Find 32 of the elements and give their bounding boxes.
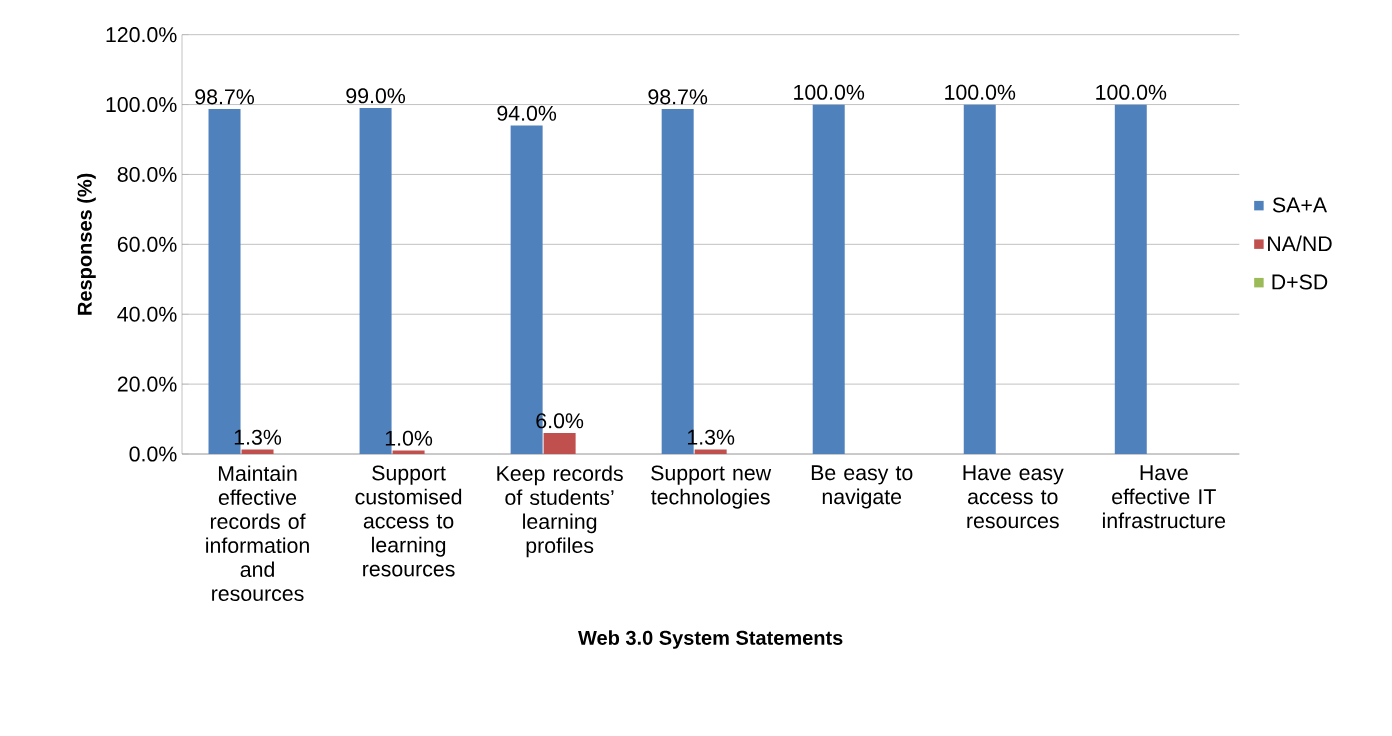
data-label: 98.7% [195,89,255,105]
x-axis-title: Web 3.0 System Statements [578,630,843,649]
bar [812,104,845,454]
bar [694,449,727,454]
x-tick-label: Be easy to navigate [811,465,913,509]
bar [963,104,996,454]
data-label: 94.0% [497,105,557,121]
legend-label: NA/ND [1268,235,1332,252]
x-tick-label: Maintain effective records of information and resources [206,465,309,602]
y-tick-label: 20.0% [117,376,177,392]
y-tick-label: 80.0% [117,166,177,182]
legend-label: D+SD [1272,274,1328,290]
x-tick-label: Support new technologies [651,465,772,509]
x-tick-label: Support customised access to learning resources [355,465,462,577]
x-tick-label: Have easy access to resources [963,465,1064,529]
data-label: 98.7% [648,89,708,105]
y-tick-label: 120.0% [106,27,177,43]
x-tick-label: Have effective IT infrastructure [1102,465,1226,529]
bar [241,449,274,454]
data-label: 99.0% [346,88,406,104]
data-label: 100.0% [1096,84,1167,100]
bar [543,433,576,454]
x-tick-label: Keep records of students’ learning profiles [497,465,623,558]
bar [1114,104,1147,454]
y-tick-label: 0.0% [129,446,177,462]
data-label: 100.0% [794,84,865,100]
y-tick-label: 40.0% [117,306,177,322]
y-axis-title: Responses (%) [77,173,96,315]
legend-label: SA+A [1272,197,1328,213]
y-tick-label: 60.0% [117,236,177,252]
data-label: 100.0% [945,84,1016,100]
y-tick-label: 100.0% [106,97,177,113]
